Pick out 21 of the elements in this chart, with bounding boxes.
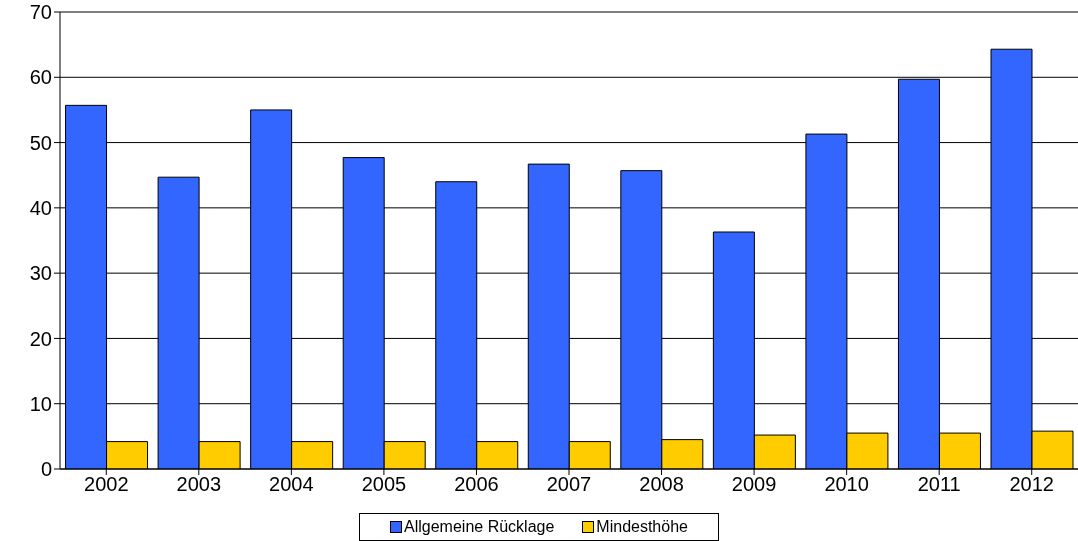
y-tick-label: 10 [29,392,52,415]
x-tick-label: 2008 [639,473,684,496]
y-tick-label: 70 [29,1,52,24]
y-tick-label: 50 [29,131,52,154]
y-tick-label: 0 [40,458,52,481]
y-tick-label: 60 [29,66,52,89]
x-tick-label: 2006 [454,473,499,496]
y-tick-label: 30 [29,262,52,285]
x-tick-label: 2005 [361,473,407,496]
x-tick-label: 2012 [1009,473,1054,496]
x-tick-label: 2003 [176,473,222,496]
x-tick-label: 2009 [731,473,777,496]
x-tick-label: 2011 [917,473,961,496]
x-tick-label: 2002 [84,473,129,496]
legend-label: Mindesthöhe [595,518,688,536]
x-tick-label: 2010 [824,473,869,496]
y-tick-label: 40 [29,196,52,219]
y-tick-label: 20 [29,327,52,350]
x-tick-label: 2004 [269,473,314,496]
x-tick-label: 2007 [546,473,592,496]
legend-label: Allgemeine Rücklage [403,518,555,536]
